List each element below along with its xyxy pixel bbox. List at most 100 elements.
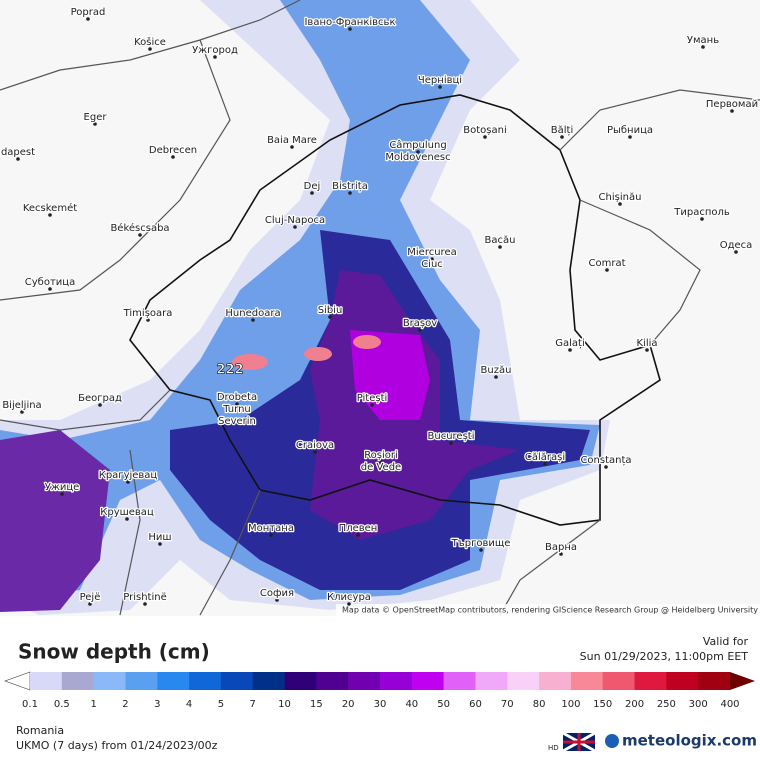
legend-label: 250	[657, 699, 676, 710]
city-label: Poprad	[71, 7, 106, 18]
legend-swatch	[380, 672, 413, 690]
snow-purple-west	[0, 430, 110, 612]
legend-swatch	[220, 672, 254, 690]
city-dot	[148, 47, 152, 51]
legend-label: 3	[154, 699, 160, 710]
city-dot	[313, 450, 317, 454]
city-label: Cluj-Napoca	[265, 215, 325, 226]
city-label: Debrecen	[149, 145, 197, 156]
snow-peak	[353, 335, 381, 349]
legend-label: 80	[533, 699, 546, 710]
city-dot	[645, 348, 649, 352]
city-dot	[430, 257, 434, 261]
city-dot	[16, 157, 20, 161]
city-label: Timișoara	[123, 308, 173, 319]
city-dot	[416, 150, 420, 154]
snow-violet	[350, 330, 430, 420]
city-dot	[235, 402, 239, 406]
city-label: Dej	[304, 181, 321, 192]
city-dot	[213, 55, 217, 59]
logo-text[interactable]: meteologix.com	[622, 732, 757, 750]
city-label: Тирасполь	[673, 207, 730, 218]
city-dot	[348, 191, 352, 195]
legend-swatch	[698, 672, 731, 690]
legend-label: 30	[374, 699, 387, 710]
city-label: Košice	[134, 36, 166, 48]
city-dot	[293, 225, 297, 229]
city-label: Крагујевац	[99, 469, 158, 481]
city-label: Монтана	[248, 523, 294, 534]
logo-icon	[605, 734, 619, 748]
attribution-bg	[336, 604, 760, 616]
city-dot	[559, 552, 563, 556]
city-dot	[171, 155, 175, 159]
city-label: Comrat	[588, 258, 625, 269]
city-dot	[60, 492, 64, 496]
legend-label: 20	[342, 699, 355, 710]
legend-swatch	[125, 672, 158, 690]
legend-swatch	[348, 672, 381, 690]
city-label: Рыбница	[607, 125, 653, 136]
legend-label: 1	[90, 699, 96, 710]
city-label: Roșiori	[364, 450, 398, 461]
legend-label: 200	[625, 699, 644, 710]
city-dot	[251, 318, 255, 322]
romania-border	[129, 94, 661, 526]
city-label: Galați	[555, 338, 584, 349]
city-label: Buzău	[481, 365, 512, 376]
city-dot	[701, 45, 705, 49]
city-dot	[328, 315, 332, 319]
legend-swatch	[443, 672, 476, 690]
city-label: Prishtinë	[123, 592, 166, 603]
city-label: Baia Mare	[267, 135, 317, 146]
city-dot	[438, 85, 442, 89]
city-label: Kecskemét	[23, 202, 77, 214]
city-dot	[310, 191, 314, 195]
city-label: Bălți	[551, 125, 573, 136]
legend-label: 300	[689, 699, 708, 710]
city-label: Bacău	[485, 235, 516, 246]
city-label: Івано-Франківськ	[304, 16, 395, 28]
city-dot	[146, 318, 150, 322]
city-dot	[86, 17, 90, 21]
city-dot	[543, 462, 547, 466]
legend-swatch	[30, 672, 63, 690]
city-dot	[568, 348, 572, 352]
city-label: Търговище	[451, 538, 511, 549]
legend-swatch	[634, 672, 667, 690]
city-dot	[494, 375, 498, 379]
city-label: Варна	[545, 542, 577, 553]
snow-peak	[304, 347, 332, 361]
city-label: Hunedoara	[225, 308, 280, 319]
city-dot	[143, 602, 147, 606]
city-label: Sibiu	[318, 305, 343, 316]
city-label: Ниш	[148, 532, 171, 543]
city-label: Brașov	[403, 318, 437, 329]
legend-swatch	[666, 672, 699, 690]
city-label: Miercurea	[407, 247, 456, 258]
city-dot	[618, 202, 622, 206]
city-dot	[48, 213, 52, 217]
city-label: Крушевац	[100, 507, 154, 518]
city-label: Severin	[218, 416, 256, 427]
city-dot	[88, 602, 92, 606]
city-dot	[158, 542, 162, 546]
legend-swatch	[602, 672, 635, 690]
city-label: dapest	[1, 147, 35, 158]
valid-label: Valid for	[703, 635, 749, 648]
city-dot	[93, 122, 97, 126]
city-label: Ужгород	[192, 45, 238, 56]
hd-icon[interactable]: HD	[548, 744, 559, 752]
legend-swatch	[507, 672, 540, 690]
city-label: Drobeta	[217, 392, 257, 403]
legend-label: 150	[593, 699, 612, 710]
city-dot	[48, 287, 52, 291]
city-label: Călărași	[525, 452, 565, 463]
city-dot	[275, 598, 279, 602]
city-dot	[379, 460, 383, 464]
city-dot	[20, 410, 24, 414]
city-label: București	[428, 431, 475, 442]
city-label: Eger	[84, 112, 108, 123]
city-dot	[734, 250, 738, 254]
